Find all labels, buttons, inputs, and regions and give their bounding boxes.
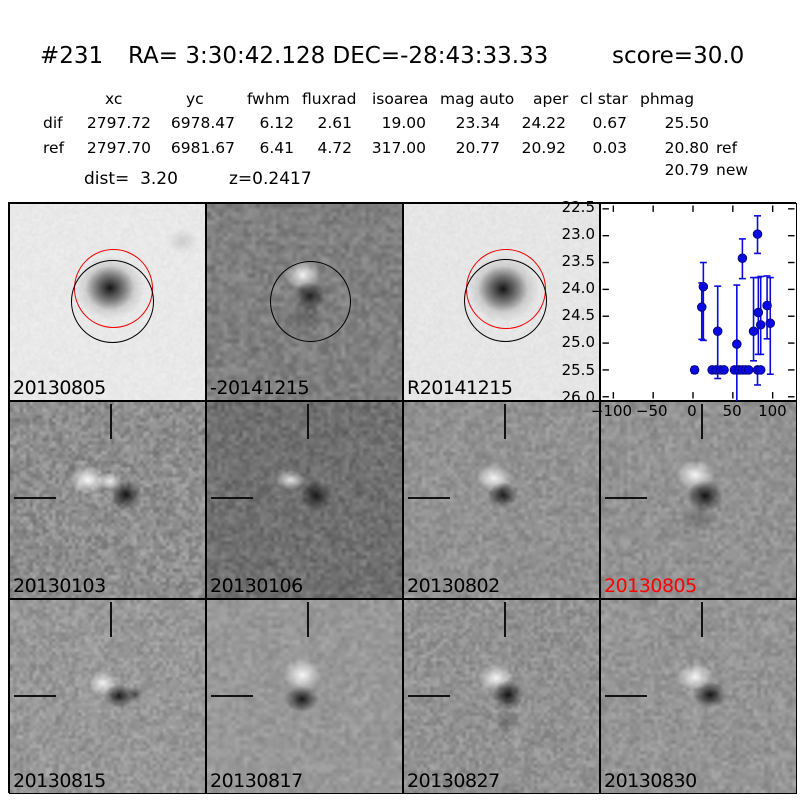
cutout-date-label: 20130802 [407,575,500,598]
crosshair-tick-vertical [110,404,112,439]
residual-blob-dark [110,480,142,510]
aperture-circle-black [71,260,154,343]
residual-blob-white [275,470,305,490]
crosshair-tick-vertical [504,602,506,637]
crosshair-tick-vertical [110,602,112,637]
candidate-id: #231 [40,43,104,69]
cell-isoarea: 317.00 [371,139,426,157]
column-header: mag auto [440,90,515,108]
candidate-score: score=30.0 [612,43,745,69]
cutout-date-label: 20130106 [210,575,303,598]
cutout-date-label: 20130830 [604,770,697,793]
cell-fwhm: 6.41 [259,139,294,157]
cell-phmag-new: 20.79 [664,161,709,179]
column-header: fluxrad [302,90,357,108]
cell-isoarea: 19.00 [381,114,426,132]
cutout-panel-20130805-discovery[interactable]: 20130805 [600,401,797,599]
cutout-date-label: 20130817 [210,770,303,793]
residual-blob-dark [492,680,524,710]
cutout-panel-20130802[interactable]: 20130802 [403,401,600,599]
cutout-image [10,402,205,598]
cutout-panel-ref-20141215[interactable]: R20141215 [403,203,600,401]
cutout-date-label: 20130805 [13,377,106,400]
aperture-circle-black [270,261,351,342]
cutout-panel-20130827[interactable]: 20130827 [403,599,600,794]
cell-aper: 20.92 [521,139,566,157]
column-header: xc [105,90,123,108]
ref-mag-suffix: ref [716,139,738,157]
cutout-date-label: R20141215 [407,377,513,400]
cutout-panel-new-20130805[interactable]: 20130805 [9,203,206,401]
lightcurve-chart [602,205,795,413]
cutout-grid: 20130805 -20141215 R20141215 [8,202,797,794]
crosshair-tick-horizontal [211,497,253,499]
new-mag-suffix: new [716,161,749,179]
cell-yc: 6981.67 [170,139,235,157]
residual-blob-dark [687,480,723,512]
column-header: isoarea [372,90,429,108]
crosshair-tick-horizontal [408,695,450,697]
cutout-date-label: 20130815 [13,770,106,793]
column-header: aper [533,90,569,108]
cell-mag-auto: 23.34 [455,114,500,132]
cell-mag-auto: 20.77 [455,139,500,157]
faint-smudge [166,228,198,254]
lightcurve-panel[interactable] [600,203,797,413]
dist-value: dist= 3.20 [84,169,178,189]
cutout-date-label: 20130827 [407,770,500,793]
residual-blob-dark [126,686,144,702]
crosshair-tick-vertical [307,602,309,637]
cell-cl-star: 0.03 [592,139,627,157]
cell-yc: 6978.47 [170,114,235,132]
cutout-date-label: 20130103 [13,575,106,598]
crosshair-tick-horizontal [605,695,647,697]
crosshair-tick-horizontal [605,497,647,499]
cutout-date-label: -20141215 [210,377,310,400]
cell-xc: 2797.72 [86,114,151,132]
cutout-date-label: 20130805 [604,575,697,598]
crosshair-tick-horizontal [408,497,450,499]
residual-blob-dark [301,480,331,512]
crosshair-tick-vertical [504,404,506,439]
cell-fluxrad: 2.61 [317,114,352,132]
cutout-panel-20130815[interactable]: 20130815 [9,599,206,794]
residual-blob-dark [285,686,319,712]
column-header: yc [186,90,204,108]
cell-cl-star: 0.67 [592,114,627,132]
cell-phmag: 20.80 [664,139,709,157]
cutout-panel-20130106[interactable]: 20130106 [206,401,403,599]
cutout-panel-20130103[interactable]: 20130103 [9,401,206,599]
crosshair-tick-vertical [307,404,309,439]
column-header: phmag [640,90,695,108]
crosshair-tick-horizontal [14,497,56,499]
redshift-value: z=0.2417 [229,169,312,189]
row-label: dif [43,114,63,132]
column-header: cl star [580,90,628,108]
aperture-circle-black [464,259,547,342]
cutout-panel-sub-20141215[interactable]: -20141215 [206,203,403,401]
crosshair-tick-vertical [701,404,703,439]
residual-blob-faint [679,506,717,532]
cell-xc: 2797.70 [86,139,151,157]
cutout-panel-20130830[interactable]: 20130830 [600,599,797,794]
cell-fluxrad: 4.72 [317,139,352,157]
cutout-panel-20130817[interactable]: 20130817 [206,599,403,794]
residual-blob-faint [494,710,520,732]
crosshair-tick-horizontal [14,695,56,697]
cell-aper: 24.22 [521,114,566,132]
row-label: ref [43,139,65,157]
cell-fwhm: 6.12 [259,114,294,132]
residual-blob-dark [488,482,518,508]
crosshair-tick-vertical [701,602,703,637]
crosshair-tick-horizontal [211,695,253,697]
column-header: fwhm [247,90,290,108]
cell-phmag: 25.50 [664,114,709,132]
candidate-coordinates: RA= 3:30:42.128 DEC=-28:43:33.33 [128,43,549,69]
residual-blob-dark [693,682,727,708]
